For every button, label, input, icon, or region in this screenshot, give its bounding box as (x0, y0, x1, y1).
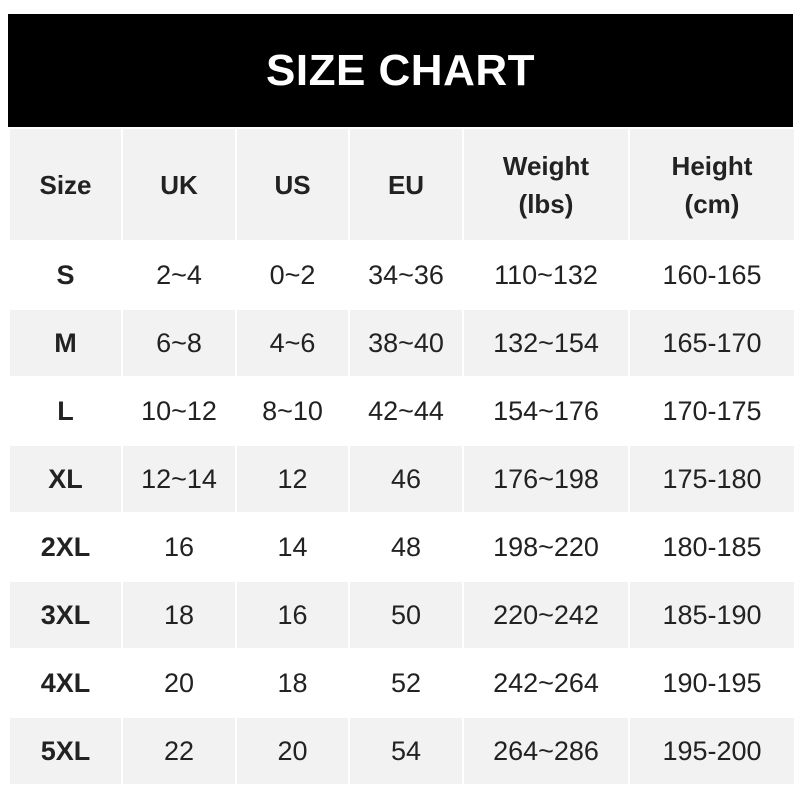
cell-eu: 38~40 (348, 308, 464, 378)
cell-height: 175-180 (628, 444, 796, 514)
column-header-eu: EU (348, 127, 464, 242)
column-header-height: Height (cm) (628, 127, 796, 242)
cell-eu: 48 (348, 512, 464, 582)
size-chart-table: Size UK US EU Weight (lbs) Height (cm) S 2~4 0~2 3… (8, 127, 796, 786)
column-header-us: US (235, 127, 350, 242)
header-unit: (cm) (684, 188, 740, 219)
cell-size: S (8, 240, 123, 310)
table-row: M 6~8 4~6 38~40 132~154 165-170 (8, 308, 796, 378)
table-row: 2XL 16 14 48 198~220 180-185 (8, 512, 796, 582)
cell-us: 14 (235, 512, 350, 582)
table-row: S 2~4 0~2 34~36 110~132 160-165 (8, 240, 796, 310)
cell-uk: 6~8 (121, 308, 237, 378)
cell-weight: 242~264 (462, 648, 630, 718)
cell-eu: 52 (348, 648, 464, 718)
cell-height: 165-170 (628, 308, 796, 378)
cell-size: 2XL (8, 512, 123, 582)
table-row: 4XL 20 18 52 242~264 190-195 (8, 648, 796, 718)
cell-eu: 46 (348, 444, 464, 514)
cell-uk: 16 (121, 512, 237, 582)
header-label: Weight (502, 150, 590, 181)
cell-eu: 34~36 (348, 240, 464, 310)
cell-us: 18 (235, 648, 350, 718)
cell-eu: 50 (348, 580, 464, 650)
cell-us: 16 (235, 580, 350, 650)
cell-size: 4XL (8, 648, 123, 718)
column-header-weight: Weight (lbs) (462, 127, 630, 242)
header-row: Size UK US EU Weight (lbs) Height (cm) (8, 127, 796, 242)
cell-height: 180-185 (628, 512, 796, 582)
cell-size: 3XL (8, 580, 123, 650)
cell-weight: 110~132 (462, 240, 630, 310)
cell-weight: 132~154 (462, 308, 630, 378)
cell-eu: 54 (348, 716, 464, 786)
cell-us: 4~6 (235, 308, 350, 378)
header-label: Height (671, 150, 753, 181)
column-header-size: Size (8, 127, 123, 242)
title-banner: SIZE CHART (8, 14, 793, 127)
cell-weight: 176~198 (462, 444, 630, 514)
cell-uk: 2~4 (121, 240, 237, 310)
cell-uk: 12~14 (121, 444, 237, 514)
cell-size: XL (8, 444, 123, 514)
cell-uk: 22 (121, 716, 237, 786)
header-label: UK (160, 169, 198, 200)
cell-height: 160-165 (628, 240, 796, 310)
header-label: Size (39, 169, 92, 200)
table-row: L 10~12 8~10 42~44 154~176 170-175 (8, 376, 796, 446)
cell-uk: 10~12 (121, 376, 237, 446)
cell-height: 195-200 (628, 716, 796, 786)
cell-uk: 18 (121, 580, 237, 650)
header-label: US (274, 169, 311, 200)
cell-size: M (8, 308, 123, 378)
page-title: SIZE CHART (266, 45, 535, 95)
table-row: XL 12~14 12 46 176~198 175-180 (8, 444, 796, 514)
column-header-uk: UK (121, 127, 237, 242)
cell-weight: 264~286 (462, 716, 630, 786)
cell-weight: 220~242 (462, 580, 630, 650)
cell-uk: 20 (121, 648, 237, 718)
cell-weight: 154~176 (462, 376, 630, 446)
header-label: EU (387, 169, 425, 200)
cell-us: 0~2 (235, 240, 350, 310)
cell-us: 20 (235, 716, 350, 786)
cell-us: 8~10 (235, 376, 350, 446)
cell-height: 170-175 (628, 376, 796, 446)
table-row: 3XL 18 16 50 220~242 185-190 (8, 580, 796, 650)
cell-weight: 198~220 (462, 512, 630, 582)
cell-size: L (8, 376, 123, 446)
cell-us: 12 (235, 444, 350, 514)
cell-height: 190-195 (628, 648, 796, 718)
cell-eu: 42~44 (348, 376, 464, 446)
cell-height: 185-190 (628, 580, 796, 650)
cell-size: 5XL (8, 716, 123, 786)
header-unit: (lbs) (518, 188, 574, 219)
table-row: 5XL 22 20 54 264~286 195-200 (8, 716, 796, 786)
